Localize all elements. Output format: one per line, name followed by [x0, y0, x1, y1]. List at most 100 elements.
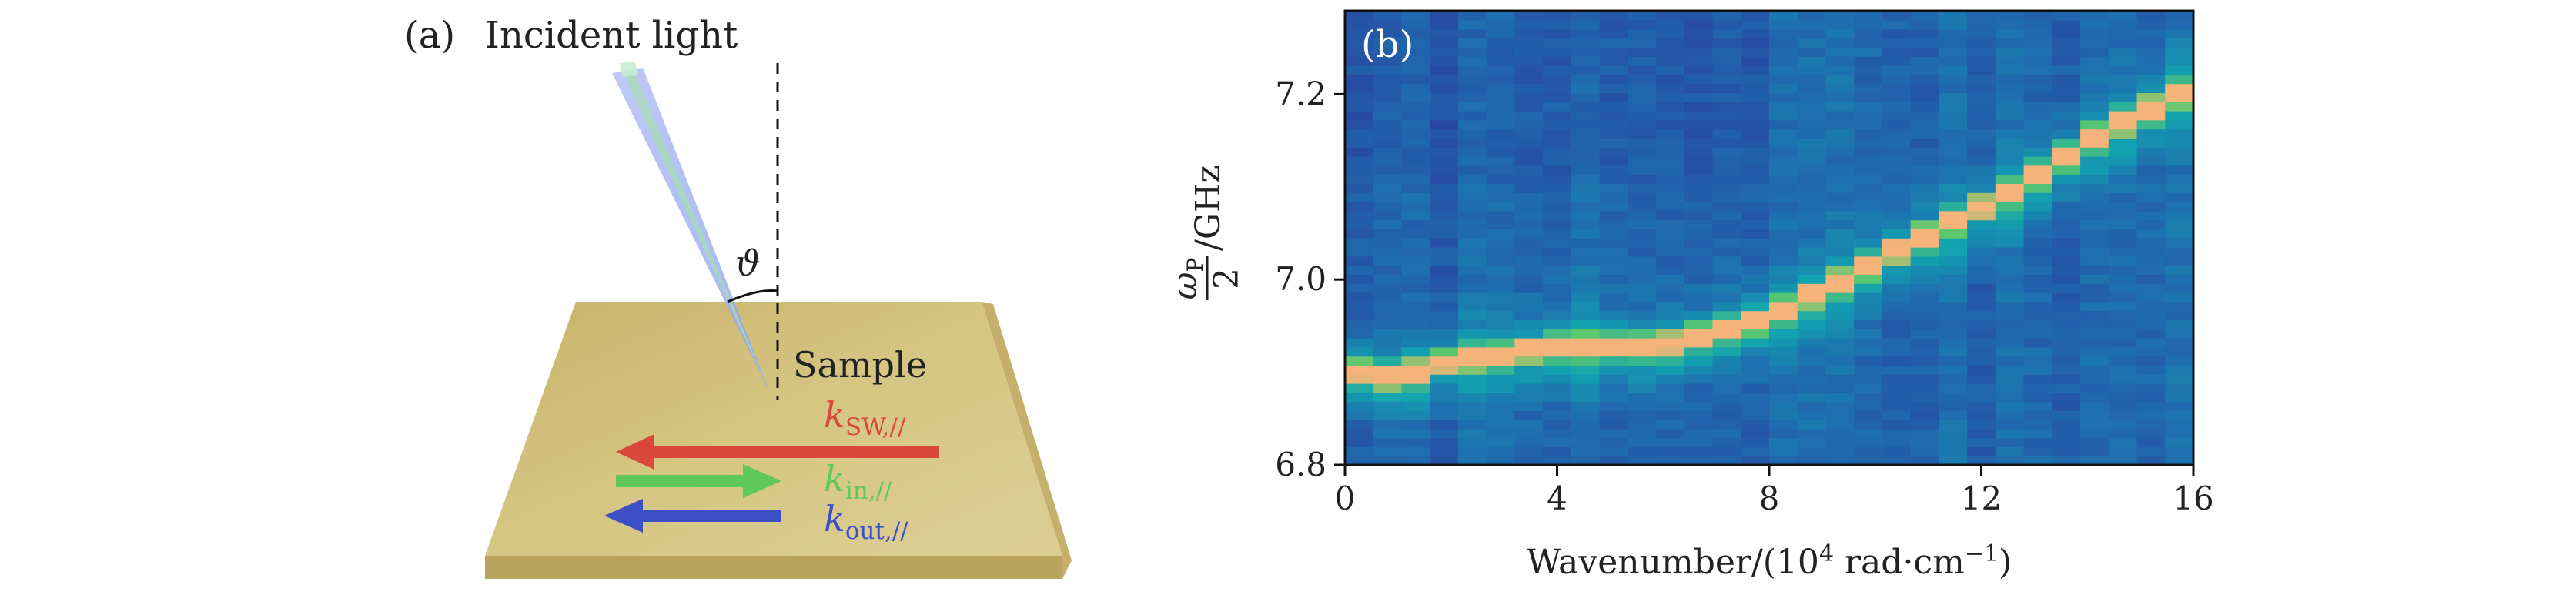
- heatmap-cell: [1457, 337, 1487, 348]
- heatmap-cell: [2080, 292, 2109, 303]
- heatmap-cell: [2136, 28, 2166, 39]
- heatmap-cell: [1882, 383, 1912, 393]
- heatmap-cell: [1457, 292, 1487, 303]
- heatmap-cell: [1401, 446, 1430, 456]
- heatmap-cell: [1854, 301, 1883, 312]
- heatmap-cell: [1599, 238, 1629, 248]
- heatmap-cell: [2023, 274, 2053, 284]
- heatmap-cell: [2136, 265, 2166, 275]
- heatmap-cell: [2080, 219, 2109, 229]
- heatmap-cell: [1797, 456, 1827, 465]
- heatmap-cell: [1457, 74, 1487, 85]
- heatmap-cell: [2052, 346, 2081, 357]
- heatmap-cell: [1486, 374, 1516, 384]
- heatmap-cell: [1656, 437, 1685, 448]
- heatmap-cell: [1769, 155, 1798, 166]
- heatmap-cell: [1684, 165, 1714, 175]
- heatmap-cell: [1684, 401, 1714, 411]
- heatmap-cell: [1797, 337, 1827, 348]
- heatmap-cell: [1628, 201, 1657, 212]
- heatmap-cell: [1430, 19, 1459, 30]
- heatmap-cell: [1712, 192, 1742, 202]
- heatmap-cell: [2136, 165, 2166, 175]
- heatmap-cell: [1514, 283, 1544, 293]
- heatmap-cell: [1882, 147, 1912, 157]
- heatmap-cell: [1345, 210, 1374, 221]
- heatmap-cell: [1656, 47, 1685, 57]
- heatmap-cell: [1543, 110, 1572, 121]
- heatmap-cell: [1486, 174, 1516, 184]
- heatmap-cell: [1797, 129, 1827, 139]
- heatmap-cell: [1599, 165, 1629, 175]
- heatmap-cell: [1769, 47, 1798, 57]
- heatmap-cell: [2108, 310, 2138, 320]
- heatmap-cell: [1825, 192, 1855, 202]
- heatmap-cell: [1345, 129, 1374, 139]
- heatmap-cell: [1599, 392, 1629, 403]
- heatmap-cell: [2080, 456, 2109, 465]
- heatmap-cell: [2080, 310, 2109, 320]
- heatmap-cell: [1939, 292, 1968, 303]
- heatmap-cell: [1401, 274, 1430, 284]
- heatmap-cell: [1345, 92, 1374, 102]
- heatmap-cell: [1939, 383, 1968, 393]
- heatmap-cell: [2052, 56, 2081, 66]
- heatmap-cell: [1628, 83, 1657, 93]
- heatmap-cell: [1345, 165, 1374, 175]
- heatmap-cell: [2136, 174, 2166, 184]
- heatmap-cell: [1939, 283, 1968, 293]
- heatmap-cell: [1995, 392, 2025, 403]
- heatmap-cell: [1345, 219, 1374, 229]
- heatmap-cell: [1345, 174, 1374, 184]
- heatmap-cell: [1910, 229, 1940, 239]
- heatmap-cell: [1543, 201, 1572, 212]
- heatmap-cell: [1825, 83, 1855, 93]
- heatmap-cell: [1741, 147, 1770, 157]
- heatmap-cell: [1571, 437, 1601, 448]
- heatmap-cell: [1995, 383, 2025, 393]
- heatmap-cell: [1599, 283, 1629, 293]
- heatmap-cell: [1628, 456, 1657, 465]
- heatmap-cell: [1769, 365, 1798, 375]
- heatmap-cell: [2165, 219, 2193, 229]
- heatmap-cell: [2165, 410, 2193, 420]
- heatmap-cell: [1514, 229, 1544, 239]
- heatmap-cell: [1797, 147, 1827, 157]
- heatmap-cell: [1571, 246, 1601, 257]
- heatmap-cell: [1712, 155, 1742, 166]
- heatmap-cell: [1910, 110, 1940, 121]
- heatmap-cell: [1825, 19, 1855, 30]
- heatmap-cell: [1486, 92, 1516, 102]
- heatmap-cell: [2080, 265, 2109, 275]
- x-axis-label: Wavenumber/(104 rad·cm−1): [1527, 540, 2012, 582]
- heatmap-cell: [2023, 446, 2053, 456]
- heatmap-cell: [1741, 310, 1770, 320]
- heatmap-cell: [1401, 383, 1430, 393]
- heatmap-cell: [2136, 210, 2166, 221]
- heatmap-cell: [1373, 256, 1403, 266]
- heatmap-cell: [1486, 310, 1516, 320]
- heatmap-cell: [1939, 238, 1968, 248]
- heatmap-cell: [1599, 28, 1629, 39]
- heatmap-cell: [1741, 83, 1770, 93]
- heatmap-cell: [1967, 428, 1996, 439]
- heatmap-cell: [1543, 174, 1572, 184]
- heatmap-cell: [1486, 110, 1516, 121]
- heatmap-cell: [1967, 56, 1996, 66]
- heatmap-cell: [2023, 47, 2053, 57]
- heatmap-cell: [2165, 265, 2193, 275]
- heatmap-cell: [1882, 19, 1912, 30]
- heatmap-cell: [1797, 238, 1827, 248]
- heatmap-cell: [2052, 83, 2081, 93]
- heatmap-cell: [1599, 92, 1629, 102]
- heatmap-cell: [1712, 319, 1742, 329]
- x-tick-label: 0: [1335, 480, 1356, 517]
- heatmap-cell: [2080, 183, 2109, 193]
- heatmap-cell: [2080, 329, 2109, 339]
- heatmap-cell: [1628, 147, 1657, 157]
- heatmap-cell: [1401, 410, 1430, 420]
- heatmap-cell: [1967, 19, 1996, 30]
- heatmap-cell: [1656, 329, 1685, 339]
- heatmap-cell: [1430, 374, 1459, 384]
- heatmap-cell: [1825, 420, 1855, 430]
